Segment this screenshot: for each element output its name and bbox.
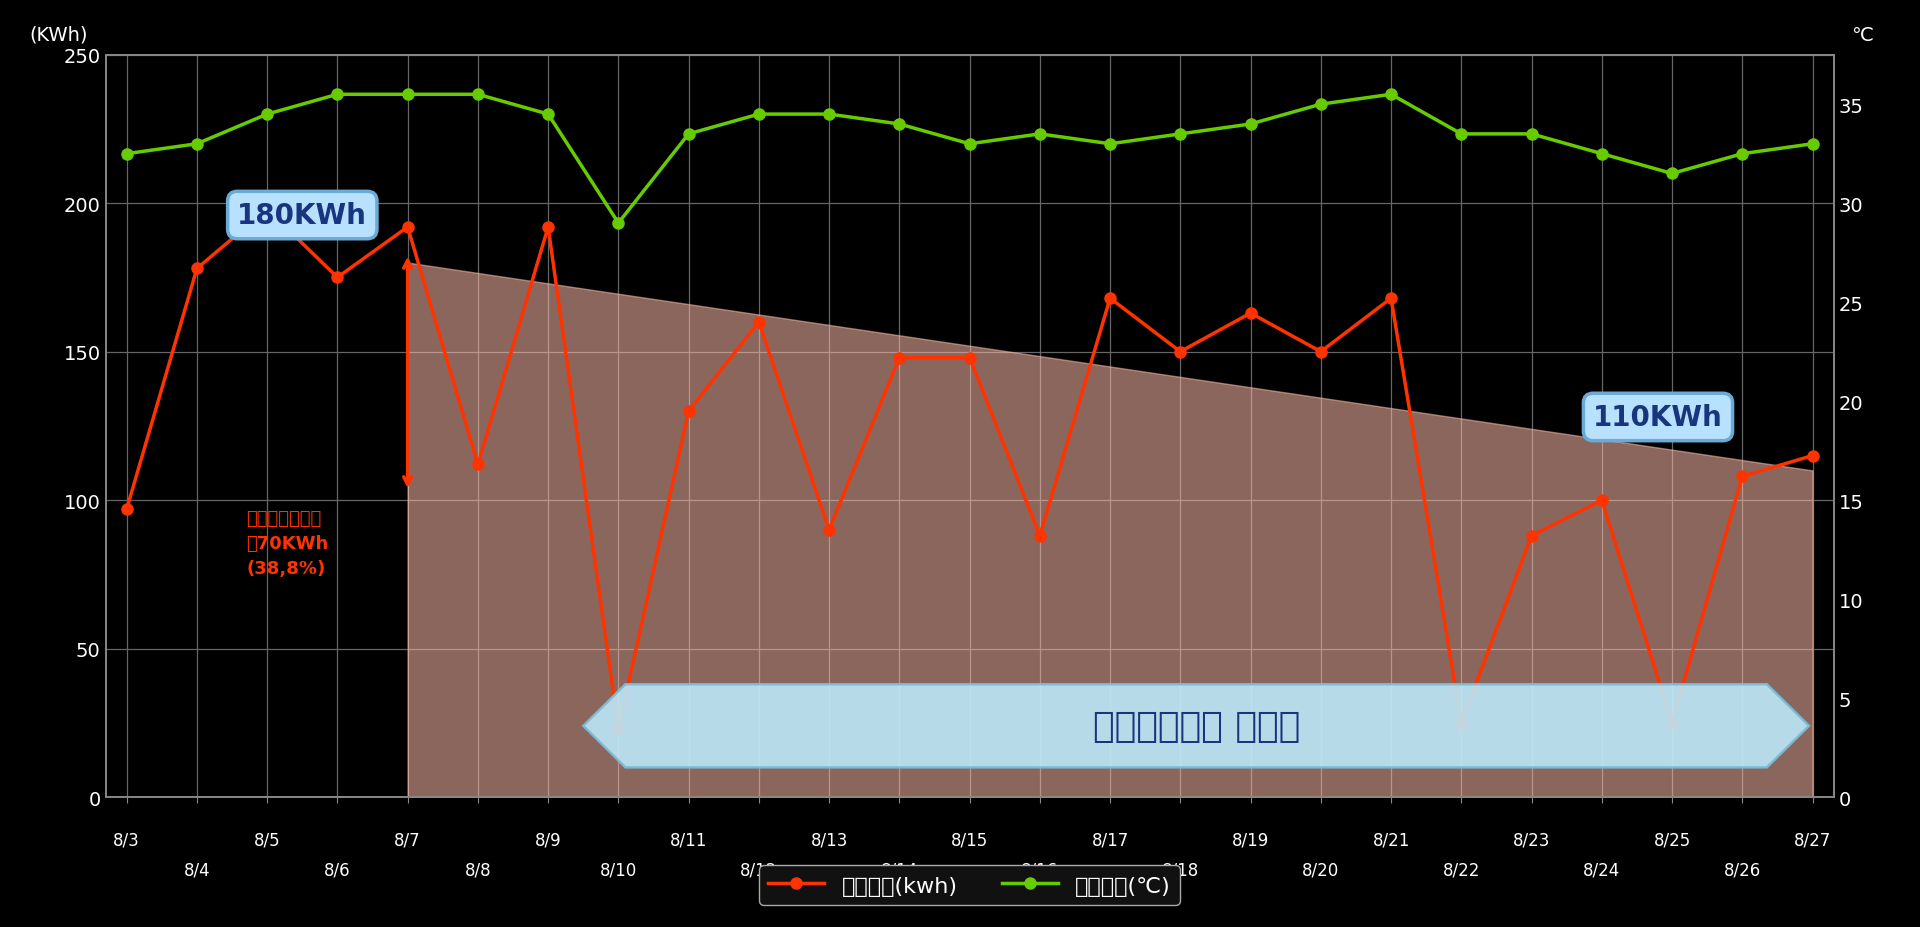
Text: 8/20: 8/20 xyxy=(1302,860,1340,878)
Text: 8/27: 8/27 xyxy=(1793,831,1832,848)
Text: 8/3: 8/3 xyxy=(113,831,140,848)
消費電力(kwh) xyxy=(678,406,701,417)
Text: 180KWh: 180KWh xyxy=(238,202,367,230)
Text: 施工前・後の差
組70KWh
(38,8%): 施工前・後の差 組70KWh (38,8%) xyxy=(246,510,328,578)
最高気温(℃) xyxy=(1521,129,1544,140)
Text: 8/21: 8/21 xyxy=(1373,831,1409,848)
Text: 8/18: 8/18 xyxy=(1162,860,1198,878)
最高気温(℃) xyxy=(1169,129,1192,140)
最高気温(℃) xyxy=(1098,139,1121,150)
最高気温(℃) xyxy=(255,109,278,121)
最高気温(℃) xyxy=(326,90,349,101)
Text: 8/24: 8/24 xyxy=(1584,860,1620,878)
Text: 8/5: 8/5 xyxy=(253,831,280,848)
最高気温(℃) xyxy=(1590,149,1613,160)
最高気温(℃) xyxy=(536,109,559,121)
最高気温(℃) xyxy=(607,218,630,229)
最高気温(℃) xyxy=(1380,90,1404,101)
Text: 8/16: 8/16 xyxy=(1021,860,1058,878)
消費電力(kwh) xyxy=(1098,293,1121,304)
消費電力(kwh) xyxy=(115,504,138,515)
最高気温(℃) xyxy=(747,109,770,121)
Text: 8/17: 8/17 xyxy=(1091,831,1129,848)
最高気温(℃) xyxy=(818,109,841,121)
Text: 8/23: 8/23 xyxy=(1513,831,1549,848)
Legend: 消費電力(kwh), 最高気温(℃): 消費電力(kwh), 最高気温(℃) xyxy=(758,866,1181,905)
Text: 8/12: 8/12 xyxy=(741,860,778,878)
消費電力(kwh) xyxy=(326,273,349,284)
最高気温(℃) xyxy=(1238,120,1261,131)
Text: 8/8: 8/8 xyxy=(465,860,492,878)
Text: 8/10: 8/10 xyxy=(599,860,637,878)
Text: 8/26: 8/26 xyxy=(1724,860,1761,878)
Text: (KWh): (KWh) xyxy=(31,26,88,44)
Text: 8/13: 8/13 xyxy=(810,831,849,848)
Line: 消費電力(kwh): 消費電力(kwh) xyxy=(121,204,1818,734)
最高気温(℃) xyxy=(1450,129,1473,140)
消費電力(kwh) xyxy=(747,317,770,328)
消費電力(kwh) xyxy=(536,222,559,234)
最高気温(℃) xyxy=(1029,129,1052,140)
最高気温(℃) xyxy=(678,129,701,140)
最高気温(℃) xyxy=(396,90,419,101)
消費電力(kwh) xyxy=(1029,530,1052,541)
最高気温(℃) xyxy=(115,149,138,160)
Text: 8/25: 8/25 xyxy=(1653,831,1692,848)
Text: 8/22: 8/22 xyxy=(1442,860,1480,878)
消費電力(kwh) xyxy=(1521,530,1544,541)
最高気温(℃) xyxy=(467,90,490,101)
消費電力(kwh) xyxy=(818,525,841,536)
消費電力(kwh) xyxy=(1730,471,1753,482)
消費電力(kwh) xyxy=(255,204,278,215)
消費電力(kwh) xyxy=(607,723,630,734)
最高気温(℃) xyxy=(887,120,910,131)
最高気温(℃) xyxy=(1730,149,1753,160)
Text: 8/6: 8/6 xyxy=(324,860,351,878)
最高気温(℃) xyxy=(1661,169,1684,180)
最高気温(℃) xyxy=(958,139,981,150)
消費電力(kwh) xyxy=(1309,347,1332,358)
消費電力(kwh) xyxy=(1590,495,1613,506)
消費電力(kwh) xyxy=(1450,717,1473,729)
最高気温(℃) xyxy=(186,139,209,150)
Text: 8/7: 8/7 xyxy=(394,831,420,848)
消費電力(kwh) xyxy=(1380,293,1404,304)
消費電力(kwh) xyxy=(186,263,209,274)
Text: 110KWh: 110KWh xyxy=(1594,403,1722,431)
最高気温(℃) xyxy=(1309,99,1332,110)
消費電力(kwh) xyxy=(1801,451,1824,462)
消費電力(kwh) xyxy=(887,352,910,363)
Text: クールサーム 塗装中: クールサーム 塗装中 xyxy=(1092,709,1300,743)
Line: 最高気温(℃): 最高気温(℃) xyxy=(121,90,1818,229)
消費電力(kwh) xyxy=(467,460,490,471)
Text: ℃: ℃ xyxy=(1851,26,1872,44)
Text: 8/4: 8/4 xyxy=(184,860,209,878)
消費電力(kwh) xyxy=(396,222,419,234)
Text: 8/15: 8/15 xyxy=(950,831,989,848)
消費電力(kwh) xyxy=(1238,308,1261,319)
消費電力(kwh) xyxy=(958,352,981,363)
消費電力(kwh) xyxy=(1661,717,1684,729)
Text: 8/14: 8/14 xyxy=(881,860,918,878)
Text: 8/9: 8/9 xyxy=(536,831,561,848)
消費電力(kwh) xyxy=(1169,347,1192,358)
Text: 8/19: 8/19 xyxy=(1233,831,1269,848)
Text: 8/11: 8/11 xyxy=(670,831,707,848)
Polygon shape xyxy=(584,684,1809,768)
最高気温(℃) xyxy=(1801,139,1824,150)
